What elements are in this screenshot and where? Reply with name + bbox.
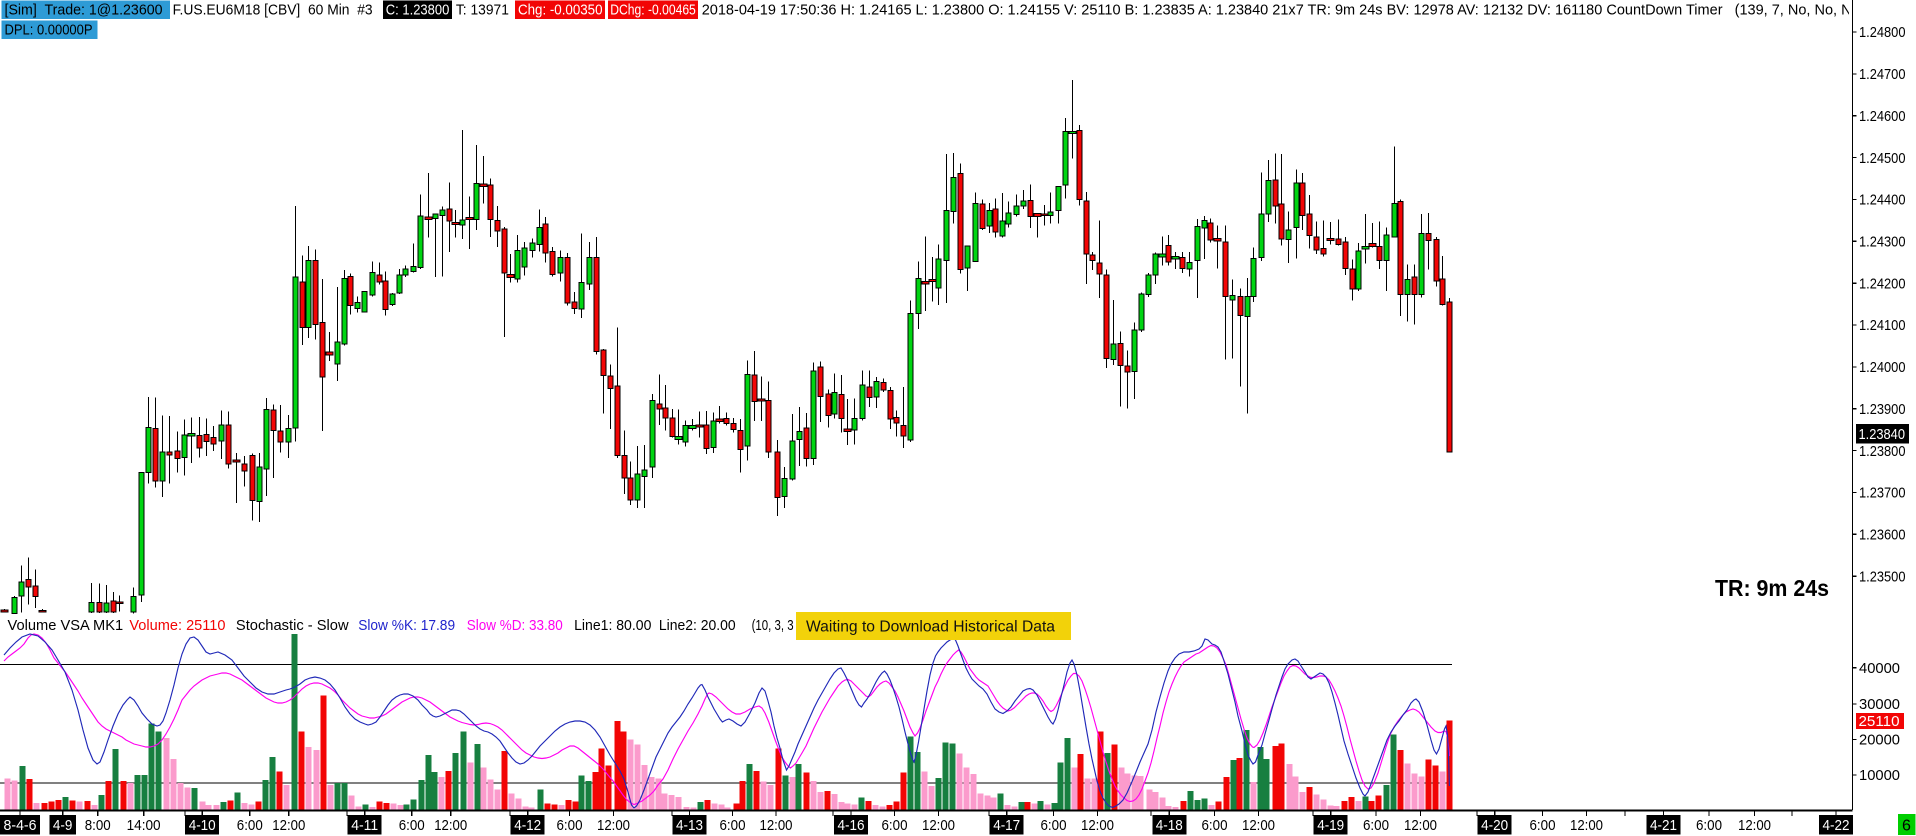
svg-text:1.24000: 1.24000 [1859,359,1906,376]
svg-text:10000: 10000 [1859,767,1900,784]
svg-text:6: 6 [1902,818,1911,835]
svg-text:[Sim] Trade: 1@1.23600: [Sim] Trade: 1@1.23600 [5,1,163,18]
svg-text:4-22: 4-22 [1823,817,1850,834]
svg-text:40000: 40000 [1859,660,1900,677]
svg-text:6:00: 6:00 [1363,817,1389,834]
svg-text:1.23900: 1.23900 [1859,401,1906,418]
svg-text:TR: 9m 24s: TR: 9m 24s [1715,575,1829,601]
svg-text:F.US.EU6M18 [CBV] 60 Min #3: F.US.EU6M18 [CBV] 60 Min #3 [173,1,373,18]
svg-text:Stochastic - Slow: Stochastic - Slow [236,617,349,634]
svg-text:Waiting to Download Historical: Waiting to Download Historical Data [806,619,1055,636]
svg-text:12:00: 12:00 [597,817,630,834]
svg-text:4-12: 4-12 [514,817,541,834]
svg-text:4-9: 4-9 [53,817,73,834]
svg-text:1.23800: 1.23800 [1859,443,1906,460]
svg-text:6:00: 6:00 [882,817,908,834]
svg-text:12:00: 12:00 [1081,817,1114,834]
svg-text:12:00: 12:00 [1738,817,1771,834]
svg-text:4-18: 4-18 [1156,817,1183,834]
svg-text:8-4-6: 8-4-6 [4,817,37,834]
svg-text:1.23700: 1.23700 [1859,485,1906,502]
svg-text:20000: 20000 [1859,732,1900,749]
svg-text:Line1: 80.00: Line1: 80.00 [574,617,651,634]
svg-text:12:00: 12:00 [272,817,305,834]
svg-text:1.24700: 1.24700 [1859,66,1906,83]
svg-text:4-16: 4-16 [838,817,865,834]
svg-text:6:00: 6:00 [1530,817,1556,834]
svg-text:12:00: 12:00 [1404,817,1437,834]
svg-text:6:00: 6:00 [237,817,263,834]
svg-text:4-21: 4-21 [1650,817,1677,834]
svg-text:14:00: 14:00 [127,817,161,834]
svg-text:1.24800: 1.24800 [1859,24,1906,41]
svg-text:Line2: 20.00: Line2: 20.00 [659,617,736,634]
svg-text:1.23600: 1.23600 [1859,527,1906,544]
svg-text:1.24200: 1.24200 [1859,275,1906,292]
svg-text:Volume: 25110: Volume: 25110 [129,617,225,634]
svg-text:4-13: 4-13 [676,817,703,834]
svg-text:4-11: 4-11 [351,817,378,834]
svg-text:Slow %D: 33.80: Slow %D: 33.80 [467,617,563,634]
svg-text:DPL: 0.00000P: DPL: 0.00000P [5,22,93,39]
svg-text:1.23500: 1.23500 [1859,568,1906,585]
svg-text:6:00: 6:00 [1696,817,1722,834]
svg-text:4-10: 4-10 [189,817,216,834]
svg-text:Chg: -0.00350: Chg: -0.00350 [518,1,603,18]
svg-text:6:00: 6:00 [720,817,746,834]
svg-text:8:00: 8:00 [85,817,111,834]
svg-text:Slow %K: 17.89: Slow %K: 17.89 [358,617,455,634]
svg-text:1.24100: 1.24100 [1859,317,1906,334]
svg-text:4-17: 4-17 [993,817,1020,834]
svg-text:30000: 30000 [1859,696,1900,713]
svg-text:C: 1.23800: C: 1.23800 [386,1,450,18]
svg-text:12:00: 12:00 [1242,817,1275,834]
svg-text:2018-04-19 17:50:36 H: 1.24165: 2018-04-19 17:50:36 H: 1.24165 L: 1.2380… [702,1,1860,18]
svg-text:T: 13971: T: 13971 [456,1,509,18]
svg-text:1.24300: 1.24300 [1859,234,1906,251]
svg-text:6:00: 6:00 [399,817,425,834]
svg-text:12:00: 12:00 [760,817,793,834]
svg-text:4-19: 4-19 [1317,817,1344,834]
svg-text:(10, 3, 3: (10, 3, 3 [752,617,794,634]
svg-text:1.24500: 1.24500 [1859,150,1906,167]
svg-text:25110: 25110 [1859,713,1900,730]
svg-text:12:00: 12:00 [434,817,467,834]
svg-text:1.23840: 1.23840 [1859,426,1906,443]
svg-text:1.24400: 1.24400 [1859,192,1906,209]
svg-text:6:00: 6:00 [1202,817,1228,834]
svg-text:6:00: 6:00 [1041,817,1067,834]
svg-text:1.24600: 1.24600 [1859,108,1906,125]
svg-text:Volume VSA MK1: Volume VSA MK1 [8,617,124,634]
svg-text:DChg: -0.00465: DChg: -0.00465 [610,1,696,18]
svg-text:4-20: 4-20 [1481,817,1508,834]
svg-text:12:00: 12:00 [922,817,955,834]
svg-text:6:00: 6:00 [557,817,583,834]
svg-text:12:00: 12:00 [1570,817,1603,834]
